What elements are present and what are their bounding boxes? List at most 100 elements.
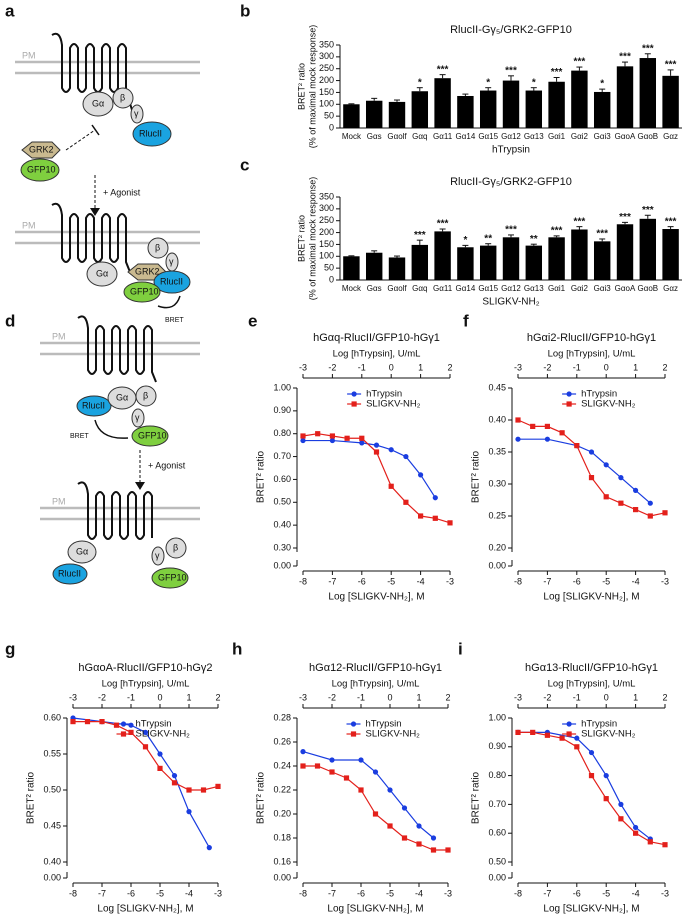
y-tick-label: 0.00 [273, 872, 291, 882]
point [418, 513, 424, 519]
bar [525, 90, 543, 128]
receptor [77, 481, 153, 540]
y-tick-label: 0.22 [273, 784, 291, 794]
x-tick-label: -3 [446, 576, 454, 586]
significance: * [463, 235, 467, 246]
g-beta [147, 237, 169, 259]
panel-letter: a [5, 1, 15, 20]
x-tick-label: -4 [415, 888, 423, 898]
arrowhead [90, 208, 100, 216]
point [588, 773, 595, 779]
x2-axis-label: Log [hTrypsin], U/mL [332, 679, 420, 690]
x-tick-label: -8 [299, 576, 307, 586]
series-line [302, 751, 434, 839]
x-tick-label: GαoB [637, 132, 658, 141]
significance: *** [437, 64, 449, 75]
x-tick-label: -5 [386, 888, 394, 898]
bar [502, 237, 520, 280]
legend-marker [351, 401, 357, 407]
x-tick-label: Gαi3 [594, 284, 612, 293]
x-tick-label: -5 [602, 888, 610, 898]
x-tick-label: -6 [573, 576, 581, 586]
x-axis-label: Log [SLIGKV-NH₂], M [328, 592, 424, 603]
point [618, 500, 624, 506]
x-tick-label: Gαolf [387, 284, 407, 293]
label: RlucII [82, 400, 105, 410]
point [128, 729, 134, 735]
series-line [518, 438, 651, 504]
x-tick-label: -8 [69, 888, 77, 898]
significance: * [532, 77, 536, 88]
label: β [143, 390, 148, 400]
y-tick-label: 0.00 [273, 560, 291, 570]
point [515, 436, 521, 442]
label: γ [134, 108, 139, 118]
y-tick-label: 300 [319, 51, 334, 61]
bar [616, 66, 634, 128]
x-tick-label: -8 [514, 888, 522, 898]
g-gamma [130, 104, 144, 124]
x2-tick-label: 1 [418, 362, 423, 372]
point [430, 847, 437, 853]
bar [502, 80, 520, 128]
significance: * [418, 77, 422, 88]
point [300, 437, 306, 444]
rlucii [132, 121, 172, 147]
gfp10 [123, 281, 161, 303]
x-tick-label: -4 [632, 576, 640, 586]
y-tick-label: 0.20 [488, 542, 506, 552]
legend-marker [120, 731, 127, 737]
x-tick-label: Gαi3 [594, 132, 612, 141]
label: GFP10 [27, 164, 56, 174]
panel-letter: i [458, 639, 463, 658]
point [544, 423, 550, 429]
x2-tick-label: -3 [69, 692, 77, 702]
label: + Agonist [103, 187, 141, 197]
label: γ [135, 412, 140, 422]
diagram-d: d PM RlucII Gα β γ GFP10 BRET + Agonist … [5, 311, 200, 589]
y-tick-label: 0.16 [273, 856, 291, 866]
y-tick-label: 0.00 [488, 872, 506, 882]
g-beta [165, 537, 187, 559]
point [329, 433, 335, 439]
legend-marker [566, 731, 572, 737]
bar [434, 78, 451, 128]
x-tick-label: Gα11 [433, 132, 453, 141]
y-tick-label: 0.70 [273, 451, 291, 461]
label: + Agonist [148, 460, 186, 470]
g-gamma [131, 408, 145, 428]
arrowhead [135, 482, 145, 490]
point [647, 500, 653, 506]
point [618, 475, 624, 481]
y-axis-label: BRET² ratio [471, 771, 482, 824]
point [84, 719, 91, 725]
point [401, 835, 408, 841]
label: RlucII [58, 568, 81, 578]
point [388, 447, 394, 453]
bar [479, 90, 497, 128]
legend-marker [350, 731, 357, 737]
x-tick-label: GαoB [637, 284, 658, 293]
bar [525, 245, 543, 280]
bar [548, 237, 565, 280]
point [358, 787, 364, 793]
significance: *** [505, 225, 517, 236]
x-tick-label: -7 [328, 576, 336, 586]
y-tick-label: 0.00 [43, 872, 61, 882]
x-tick-label: -7 [328, 888, 336, 898]
x-tick-label: Gαz [663, 132, 678, 141]
x2-tick-label: -1 [358, 362, 366, 372]
x2-tick-label: -1 [573, 362, 581, 372]
point [373, 442, 380, 448]
x-tick-label: -5 [156, 888, 164, 898]
x-axis-label: hTrypsin [492, 145, 530, 156]
point [329, 437, 335, 444]
y-tick-label: 0.60 [43, 712, 61, 722]
bar [411, 91, 429, 128]
label: GRK2 [29, 144, 54, 154]
x-tick-label: Gαz [663, 284, 678, 293]
x-tick-label: Gαq [412, 132, 427, 141]
point [416, 823, 422, 829]
y-tick-label: 150 [319, 239, 334, 249]
